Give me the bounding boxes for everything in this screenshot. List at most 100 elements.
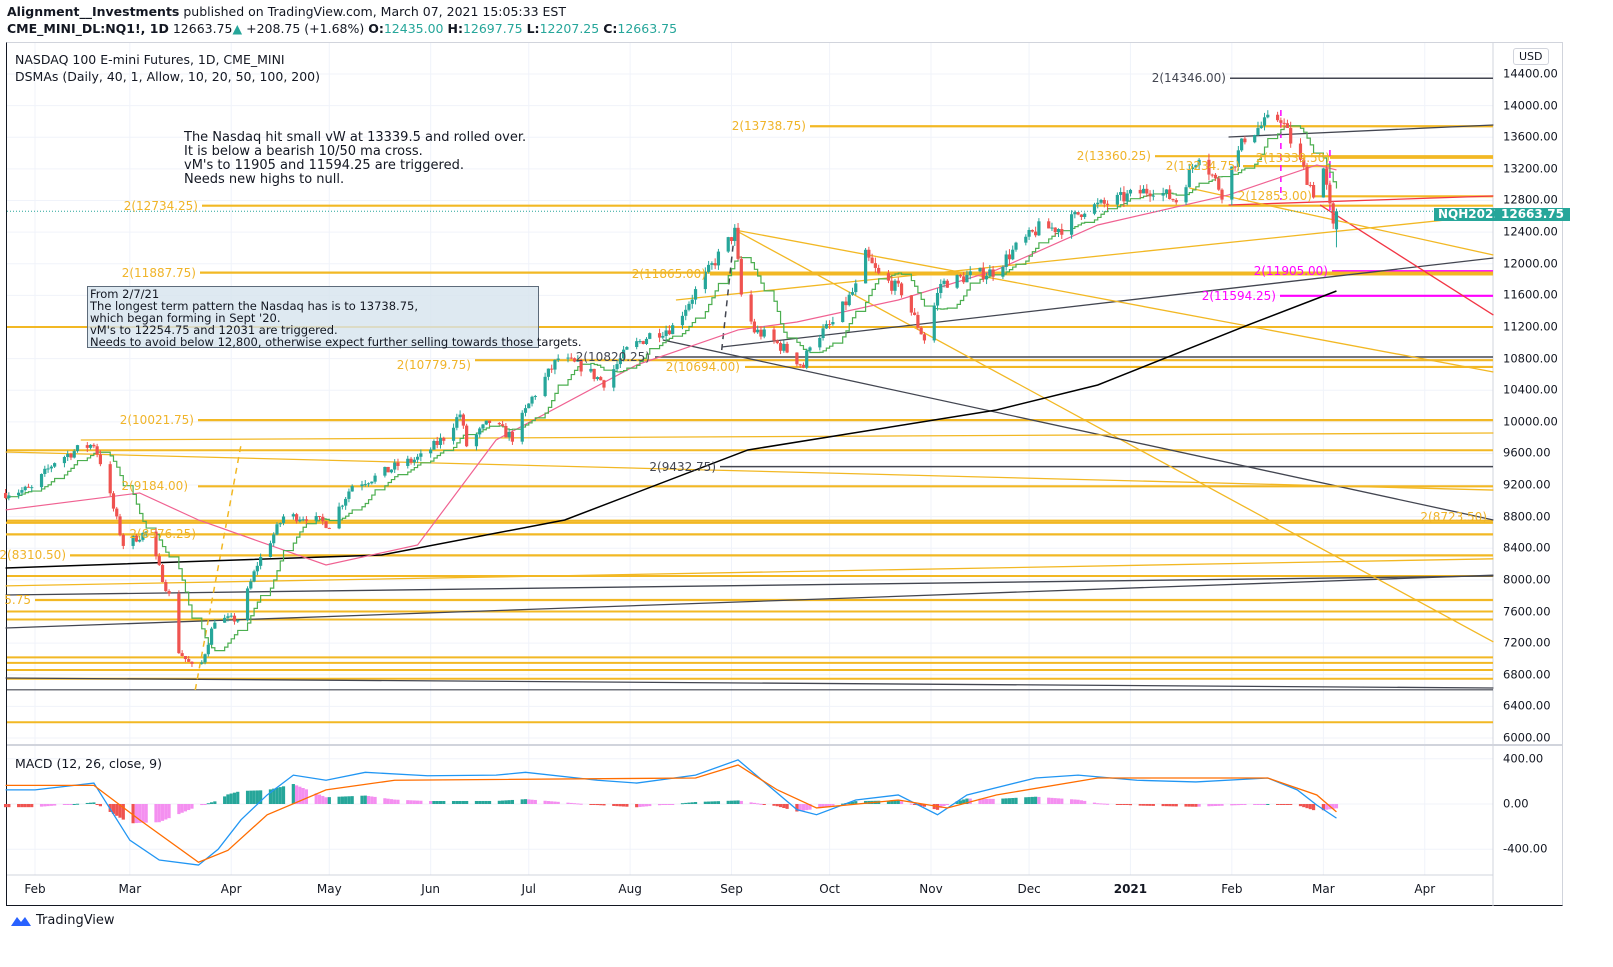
trend-line: [5, 574, 1494, 629]
macd-histogram-bar: [572, 803, 577, 805]
macd-histogram-bar: [66, 804, 70, 805]
candle-body: [46, 468, 50, 470]
macd-histogram-bar: [1236, 804, 1240, 806]
level-label[interactable]: 2(8310.50): [0, 548, 66, 563]
indicator-title[interactable]: DSMAs (Daily, 40, 1, Allow, 10, 20, 50, …: [15, 69, 320, 84]
macd-histogram-bar: [1243, 804, 1247, 805]
candle-body: [661, 335, 665, 338]
candle-body: [62, 457, 67, 464]
candle-body: [978, 267, 982, 272]
level-label[interactable]: 2(13360.25): [1076, 149, 1151, 164]
tradingview-logo-icon: [11, 916, 31, 926]
price-tick: 12000.00: [1503, 256, 1558, 271]
price-tick: 13200.00: [1503, 161, 1558, 176]
candle-body: [1171, 199, 1175, 201]
macd-histogram-bar: [415, 800, 420, 804]
annotation-box[interactable]: From 2/7/21 The longest term pattern the…: [87, 286, 582, 348]
level-label[interactable]: 2(13738.75): [731, 119, 806, 134]
candle-body: [187, 659, 191, 662]
level-label[interactable]: 2(12734.25): [123, 198, 198, 213]
candle-body: [520, 412, 524, 442]
candle-body: [451, 427, 456, 441]
macd-histogram-bar: [965, 798, 969, 804]
trend-line: [1189, 187, 1494, 256]
candle-body: [759, 329, 763, 337]
level-label[interactable]: 5.75: [4, 592, 31, 607]
candle-body: [111, 493, 116, 509]
candle-body: [337, 506, 341, 529]
chart-title: NASDAQ 100 E-mini Futures, 1D, CME_MINI: [15, 52, 285, 67]
time-tick: Sep: [720, 882, 743, 896]
macd-histogram-bar: [255, 790, 259, 804]
candle-body: [775, 340, 779, 344]
level-label[interactable]: 2(10694.00): [665, 359, 740, 374]
close-value: 12663.75: [617, 21, 678, 36]
level-label[interactable]: 2(9432.75): [649, 459, 716, 474]
macd-histogram-bar: [1262, 804, 1267, 805]
level-label[interactable]: 2(10779.75): [396, 358, 471, 373]
level-label[interactable]: 2(11594.25): [1201, 288, 1276, 303]
candle-body: [798, 364, 802, 366]
level-label[interactable]: 2(13234.75): [1165, 159, 1240, 174]
macd-histogram-bar: [298, 786, 302, 804]
candle-body: [415, 456, 420, 460]
candle-body: [690, 299, 694, 304]
trend-line: [662, 339, 1494, 521]
macd-histogram-bar: [435, 801, 439, 804]
macd-histogram-bar: [893, 800, 897, 804]
signal-line: [5, 764, 1337, 863]
time-tick: May: [316, 882, 342, 896]
macd-histogram-bar: [818, 804, 822, 809]
macd-histogram-bar: [821, 804, 825, 808]
macd-histogram-bar: [1105, 803, 1110, 805]
candle-body: [255, 565, 259, 572]
candle-body: [707, 264, 711, 272]
candle-body: [863, 249, 868, 284]
macd-histogram-bar: [510, 799, 515, 804]
candle-body: [1119, 192, 1123, 195]
price-tick: 12400.00: [1503, 224, 1558, 239]
level-label[interactable]: 2(11865.00): [631, 267, 706, 282]
annotation-note[interactable]: The Nasdaq hit small vW at 13339.5 and r…: [184, 131, 526, 187]
level-label[interactable]: 2(11887.75): [121, 265, 196, 280]
footer[interactable]: TradingView: [10, 913, 115, 928]
level-label[interactable]: 2(11905.00): [1253, 264, 1328, 279]
macd-histogram-bar: [635, 804, 639, 808]
macd-histogram-bar: [347, 796, 351, 804]
macd-title[interactable]: MACD (12, 26, close, 9): [15, 756, 162, 771]
candle-body: [115, 508, 119, 517]
chart-frame[interactable]: [6, 42, 1563, 906]
level-label[interactable]: 2(10820.25): [575, 349, 650, 364]
macd-histogram-bar: [1311, 804, 1316, 811]
candle-body: [53, 463, 57, 467]
currency-button[interactable]: USD: [1513, 48, 1549, 65]
candle-body: [164, 582, 168, 592]
candle-body: [782, 343, 786, 351]
macd-histogram-bar: [1122, 804, 1126, 805]
level-label[interactable]: 2(8723.50): [1420, 509, 1487, 524]
macd-histogram-bar: [824, 804, 828, 807]
author[interactable]: Alignment__Investments: [7, 4, 180, 19]
level-label[interactable]: 2(8576.25): [129, 527, 196, 542]
macd-histogram-bar: [1207, 804, 1211, 807]
time-tick: Feb: [24, 882, 46, 896]
macd-histogram-bar: [1184, 804, 1188, 807]
level-label[interactable]: 2(10021.75): [119, 413, 194, 428]
macd-histogram-bar: [497, 800, 501, 804]
level-label[interactable]: 2(12853.00): [1237, 189, 1312, 204]
candle-body: [932, 305, 936, 341]
level-label[interactable]: 2(14346.00): [1151, 71, 1226, 86]
candle-body: [1289, 127, 1293, 144]
candle-body: [919, 327, 923, 335]
macd-histogram-bar: [785, 804, 789, 809]
price-tick: 11600.00: [1503, 287, 1558, 302]
trend-line: [5, 677, 1494, 689]
level-label[interactable]: 2(9184.00): [121, 479, 188, 494]
level-label[interactable]: 2(13339.50): [1255, 150, 1330, 165]
macd-histogram-bar: [141, 804, 145, 823]
candle-body: [984, 275, 989, 280]
macd-histogram-bar: [419, 800, 423, 804]
macd-histogram-bar: [713, 801, 717, 804]
macd-histogram-bar: [579, 803, 583, 805]
